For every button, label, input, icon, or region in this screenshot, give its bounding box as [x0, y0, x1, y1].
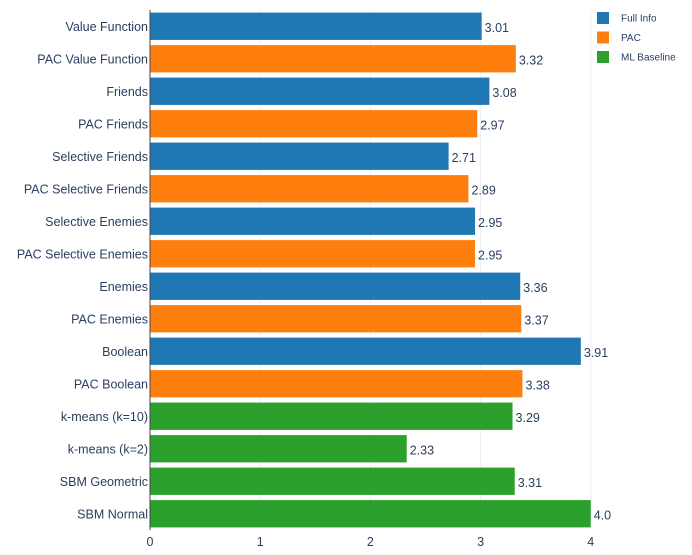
- value-label: 3.36: [523, 281, 547, 295]
- legend[interactable]: Full Info PAC ML Baseline: [597, 12, 676, 64]
- bar[interactable]: [150, 402, 513, 430]
- legend-label[interactable]: ML Baseline: [621, 53, 676, 64]
- category-label: SBM Geometric: [60, 475, 148, 489]
- value-label: 2.33: [410, 443, 434, 457]
- bars: [150, 12, 591, 528]
- category-label: PAC Selective Enemies: [17, 247, 148, 261]
- bar[interactable]: [150, 142, 449, 170]
- value-label: 3.91: [584, 346, 608, 360]
- category-label: Selective Enemies: [45, 215, 148, 229]
- bar[interactable]: [150, 305, 522, 333]
- legend-label[interactable]: Full Info: [621, 14, 657, 25]
- bar[interactable]: [150, 435, 407, 463]
- bar[interactable]: [150, 45, 516, 73]
- value-label: 3.32: [519, 53, 543, 67]
- bar[interactable]: [150, 337, 581, 365]
- category-label: SBM Normal: [77, 507, 148, 521]
- bar[interactable]: [150, 77, 490, 105]
- value-label: 2.89: [471, 183, 495, 197]
- legend-label[interactable]: PAC: [621, 33, 641, 44]
- value-label: 3.31: [518, 476, 542, 490]
- category-label: PAC Selective Friends: [24, 182, 148, 196]
- legend-swatch[interactable]: [597, 12, 609, 24]
- value-label: 3.37: [524, 313, 548, 327]
- bar[interactable]: [150, 240, 476, 268]
- x-tick-labels: 0 1 2 3 4: [147, 535, 595, 549]
- category-label: Boolean: [102, 345, 148, 359]
- x-tick-label: 4: [587, 535, 594, 549]
- category-label: Enemies: [99, 280, 148, 294]
- category-label: Friends: [106, 85, 148, 99]
- x-tick-label: 1: [257, 535, 264, 549]
- value-labels: 3.01 3.32 3.08 2.97 2.71 2.89 2.95 2.95 3.36 3.37…: [410, 21, 611, 523]
- bar[interactable]: [150, 272, 521, 300]
- category-label: PAC Boolean: [74, 377, 148, 391]
- category-label: PAC Value Function: [37, 52, 148, 66]
- value-label: 2.95: [478, 248, 502, 262]
- value-label: 3.08: [492, 86, 516, 100]
- bar[interactable]: [150, 467, 515, 495]
- legend-swatch[interactable]: [597, 31, 609, 44]
- category-label: PAC Friends: [78, 117, 148, 131]
- x-tick-label: 3: [477, 535, 484, 549]
- legend-swatch[interactable]: [597, 51, 609, 63]
- value-label: 3.01: [485, 21, 509, 35]
- category-label: Selective Friends: [52, 150, 148, 164]
- category-label: k-means (k=2): [68, 442, 148, 456]
- value-label: 2.95: [478, 216, 502, 230]
- bar[interactable]: [150, 110, 478, 138]
- x-tick-label: 2: [367, 535, 374, 549]
- category-label: k-means (k=10): [61, 410, 148, 424]
- value-label: 4.0: [594, 508, 611, 522]
- value-label: 3.29: [516, 411, 540, 425]
- value-label: 2.97: [480, 118, 504, 132]
- bar[interactable]: [150, 500, 591, 528]
- x-tick-label: 0: [147, 535, 154, 549]
- category-label: PAC Enemies: [71, 312, 148, 326]
- value-label: 3.38: [525, 378, 549, 392]
- bar[interactable]: [150, 207, 476, 235]
- bar[interactable]: [150, 370, 523, 398]
- value-label: 2.71: [452, 151, 476, 165]
- category-label: Value Function: [66, 20, 149, 34]
- bar[interactable]: [150, 175, 469, 203]
- category-labels: Value Function PAC Value Function Friends P…: [17, 20, 148, 522]
- bar[interactable]: [150, 12, 482, 40]
